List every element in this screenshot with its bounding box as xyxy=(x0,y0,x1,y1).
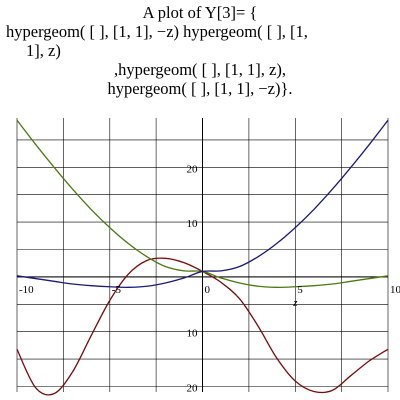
x-axis-label: z xyxy=(292,297,298,309)
y-tick-label: 10 xyxy=(187,328,199,340)
chart-title: A plot of Y[3]= { hypergeom( [ ], [1, 1]… xyxy=(0,3,400,98)
x-tick-label: -5 xyxy=(112,284,122,296)
title-line-2: hypergeom( [ ], [1, 1], −z) hypergeom( [… xyxy=(6,22,308,41)
series-line-3 xyxy=(16,119,389,288)
tick-labels: -10 -5 0 5 10 20 10 10 20 z xyxy=(19,163,400,394)
y-tick-label: 20 xyxy=(187,163,199,175)
title-line-3: 1], z) xyxy=(26,41,61,60)
series-group xyxy=(16,119,389,396)
y-tick-label: 20 xyxy=(187,383,199,395)
title-line-5: hypergeom( [ ], [1, 1], −z)}. xyxy=(107,79,293,98)
x-tick-label: 5 xyxy=(297,284,303,296)
title-line-1: A plot of Y[3]= { xyxy=(142,3,258,22)
x-tick-label: 10 xyxy=(390,284,400,296)
y-tick-label: 10 xyxy=(187,218,199,230)
title-line-4: ,hypergeom( [ ], [1, 1], z), xyxy=(114,60,286,79)
x-tick-label: 0 xyxy=(205,284,211,296)
x-tick-label: -10 xyxy=(19,284,34,296)
axes xyxy=(17,118,388,392)
